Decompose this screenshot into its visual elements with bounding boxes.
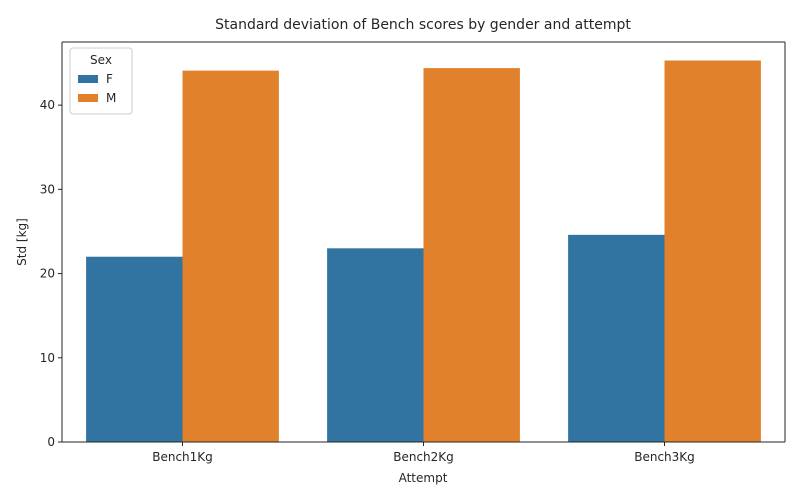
x-tick-label: Bench1Kg	[152, 450, 213, 464]
y-tick-label: 10	[40, 351, 55, 365]
x-tick-label: Bench3Kg	[634, 450, 695, 464]
legend-swatch-m	[78, 94, 98, 102]
legend-entry-m: M	[106, 91, 116, 105]
legend-entry-f: F	[106, 72, 113, 86]
y-tick-label: 20	[40, 267, 55, 281]
y-tick-label: 0	[47, 435, 55, 449]
bars-group	[86, 60, 761, 443]
bar-f-bench3kg	[568, 234, 665, 442]
bar-m-bench2kg	[423, 68, 520, 443]
bar-f-bench1kg	[86, 256, 183, 442]
bar-m-bench1kg	[182, 70, 279, 442]
axes-group: 0 10 20 30 40 Bench1Kg Bench2Kg Bench3Kg	[40, 41, 786, 464]
x-axis-label: Attempt	[399, 471, 448, 485]
x-tick-label: Bench2Kg	[393, 450, 454, 464]
bar-f-bench2kg	[327, 248, 424, 442]
legend-title: Sex	[90, 53, 112, 67]
y-tick-label: 30	[40, 182, 55, 196]
y-tick-label: 40	[40, 98, 55, 112]
legend: Sex FM	[69, 47, 133, 115]
y-axis-label: Std [kg]	[15, 218, 29, 266]
bar-m-bench3kg	[664, 60, 761, 443]
chart-title: Standard deviation of Bench scores by ge…	[215, 17, 631, 33]
legend-swatch-f	[78, 75, 98, 83]
